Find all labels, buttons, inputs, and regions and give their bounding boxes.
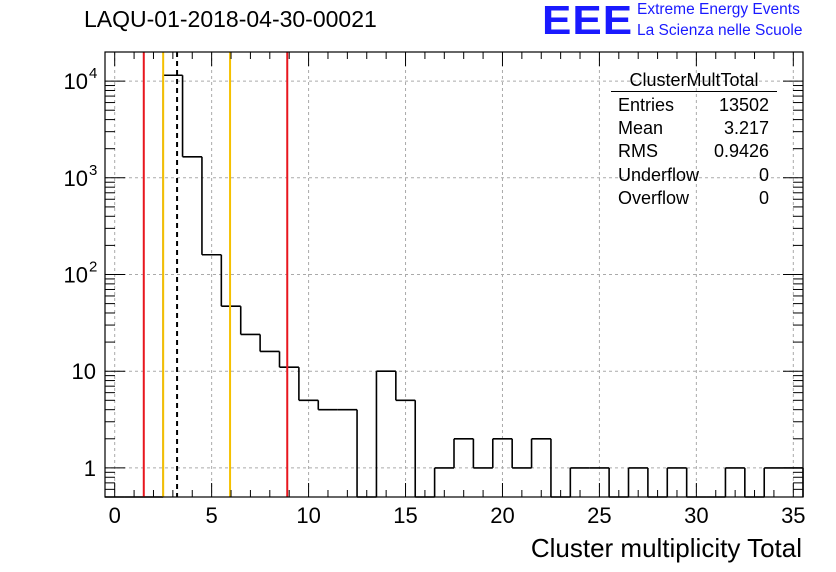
- stats-row: Mean 3.217: [611, 117, 777, 140]
- stats-label: Mean: [618, 118, 664, 139]
- stats-label: Overflow: [618, 187, 690, 208]
- stats-value: 0: [758, 187, 769, 208]
- stats-row: RMS 0.9426: [611, 140, 777, 163]
- stats-row: Entries 13502: [611, 94, 777, 117]
- grid-lines: [105, 52, 803, 497]
- stats-value: 3.217: [723, 118, 769, 139]
- y-tick-label: 10: [64, 263, 88, 288]
- stats-row: Underflow 0: [611, 164, 777, 187]
- marker-lines: [142, 52, 289, 497]
- stats-value: 13502: [718, 95, 769, 115]
- y-tick-label: 10: [64, 166, 88, 191]
- y-tick-exponent: 3: [89, 162, 97, 179]
- stats-label: Underflow: [618, 164, 700, 185]
- x-tick-label: 25: [587, 503, 611, 528]
- chart-title: LAQU-01-2018-04-30-00021: [84, 6, 377, 32]
- logo-line-1: Extreme Energy Events: [637, 1, 800, 18]
- stats-label: Entries: [618, 95, 675, 115]
- x-tick-label: 20: [490, 503, 514, 528]
- y-tick-label: 10: [72, 359, 96, 384]
- x-tick-label: 30: [684, 503, 708, 528]
- stats-value: 0.9426: [713, 141, 769, 162]
- eee-logo: EEE Extreme Energy Events La Scienza nel…: [542, 0, 834, 46]
- eee-logo-letters: EEE: [542, 0, 634, 44]
- x-tick-label: 15: [393, 503, 417, 528]
- x-tick-label: 10: [296, 503, 320, 528]
- x-tick-label: 0: [109, 503, 121, 528]
- x-tick-label: 35: [781, 503, 805, 528]
- axes: [104, 51, 804, 498]
- y-tick-label: 10: [64, 69, 88, 94]
- x-tick-label: 5: [206, 503, 218, 528]
- stats-label: RMS: [618, 141, 658, 162]
- y-tick-label: 1: [84, 456, 96, 481]
- logo-line-2: La Scienza nelle Scuole: [637, 22, 803, 39]
- stats-row: Overflow 0: [611, 187, 777, 210]
- stats-title: ClusterMultTotal: [611, 70, 777, 92]
- y-tick-exponent: 4: [89, 65, 97, 82]
- stats-box: ClusterMultTotal Entries 13502 Mean 3.21…: [611, 70, 777, 210]
- x-axis-label: Cluster multiplicity Total: [530, 533, 802, 563]
- stats-value: 0: [758, 164, 769, 185]
- y-tick-exponent: 2: [89, 259, 97, 276]
